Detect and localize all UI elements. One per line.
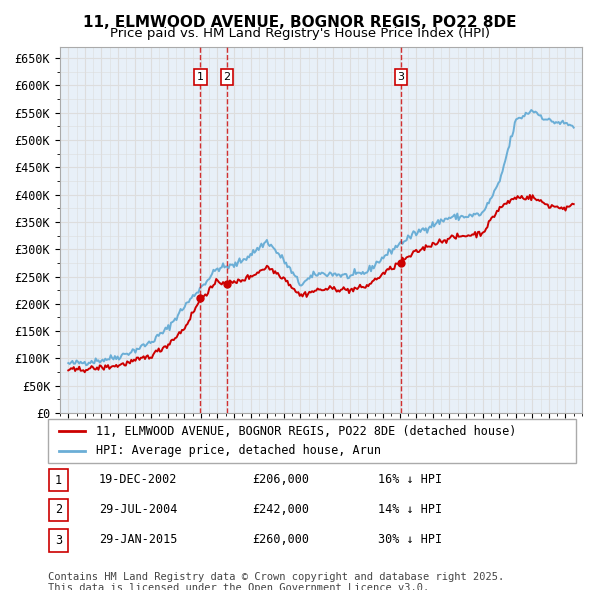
Text: 1: 1 [197,72,204,82]
Text: HPI: Average price, detached house, Arun: HPI: Average price, detached house, Arun [95,444,380,457]
FancyBboxPatch shape [49,469,68,491]
Text: 1: 1 [55,474,62,487]
Text: 2: 2 [223,72,230,82]
Text: 29-JAN-2015: 29-JAN-2015 [99,533,178,546]
Text: 3: 3 [398,72,404,82]
Text: 11, ELMWOOD AVENUE, BOGNOR REGIS, PO22 8DE: 11, ELMWOOD AVENUE, BOGNOR REGIS, PO22 8… [83,15,517,30]
Text: 30% ↓ HPI: 30% ↓ HPI [378,533,442,546]
Text: 29-JUL-2004: 29-JUL-2004 [99,503,178,516]
Text: Contains HM Land Registry data © Crown copyright and database right 2025.: Contains HM Land Registry data © Crown c… [48,572,504,582]
Text: 16% ↓ HPI: 16% ↓ HPI [378,473,442,486]
Text: 14% ↓ HPI: 14% ↓ HPI [378,503,442,516]
Text: £260,000: £260,000 [252,533,309,546]
FancyBboxPatch shape [48,419,576,463]
FancyBboxPatch shape [49,499,68,521]
Text: This data is licensed under the Open Government Licence v3.0.: This data is licensed under the Open Gov… [48,583,429,590]
Text: 19-DEC-2002: 19-DEC-2002 [99,473,178,486]
FancyBboxPatch shape [49,529,68,552]
Text: 3: 3 [55,534,62,547]
Text: £206,000: £206,000 [252,473,309,486]
Text: 11, ELMWOOD AVENUE, BOGNOR REGIS, PO22 8DE (detached house): 11, ELMWOOD AVENUE, BOGNOR REGIS, PO22 8… [95,425,516,438]
Text: £242,000: £242,000 [252,503,309,516]
Text: Price paid vs. HM Land Registry's House Price Index (HPI): Price paid vs. HM Land Registry's House … [110,27,490,40]
Text: 2: 2 [55,503,62,516]
